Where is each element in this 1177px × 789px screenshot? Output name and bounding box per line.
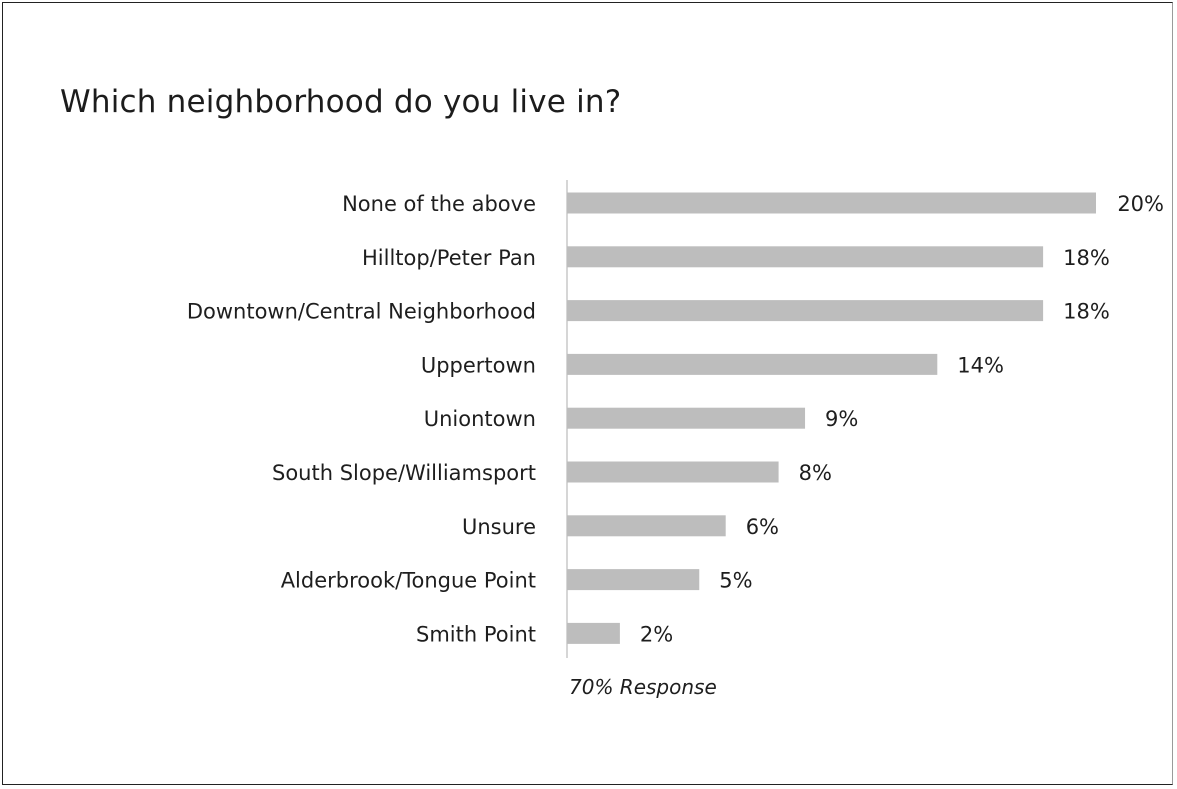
value-label: 18% xyxy=(1063,300,1110,324)
value-label: 9% xyxy=(825,407,858,431)
chart-title: Which neighborhood do you live in? xyxy=(60,84,622,120)
bar xyxy=(567,300,1044,322)
value-label: 8% xyxy=(799,461,832,485)
category-label: Uppertown xyxy=(421,353,536,377)
response-note: 70% Response xyxy=(569,675,717,699)
value-label: 20% xyxy=(1117,192,1164,216)
bar xyxy=(567,353,938,375)
bar xyxy=(567,192,1096,214)
value-label: 14% xyxy=(957,353,1004,377)
category-label: Alderbrook/Tongue Point xyxy=(281,569,536,593)
bar xyxy=(567,569,700,591)
bar xyxy=(567,515,726,537)
value-label: 5% xyxy=(719,569,752,593)
bars-group: None of the above 20% Hilltop/Peter Pan 18%… xyxy=(187,192,1164,646)
category-label: Unsure xyxy=(462,515,536,539)
bar xyxy=(567,622,620,644)
bar xyxy=(567,407,806,429)
category-label: Downtown/Central Neighborhood xyxy=(187,300,536,324)
value-label: 6% xyxy=(746,515,779,539)
value-label: 18% xyxy=(1063,246,1110,270)
category-label: None of the above xyxy=(342,192,536,216)
category-label: Smith Point xyxy=(416,622,536,646)
bar xyxy=(567,461,779,483)
category-label: Hilltop/Peter Pan xyxy=(362,246,536,270)
category-label: Uniontown xyxy=(424,407,536,431)
bar xyxy=(567,246,1044,268)
category-label: South Slope/Williamsport xyxy=(272,461,536,485)
value-label: 2% xyxy=(640,622,673,646)
